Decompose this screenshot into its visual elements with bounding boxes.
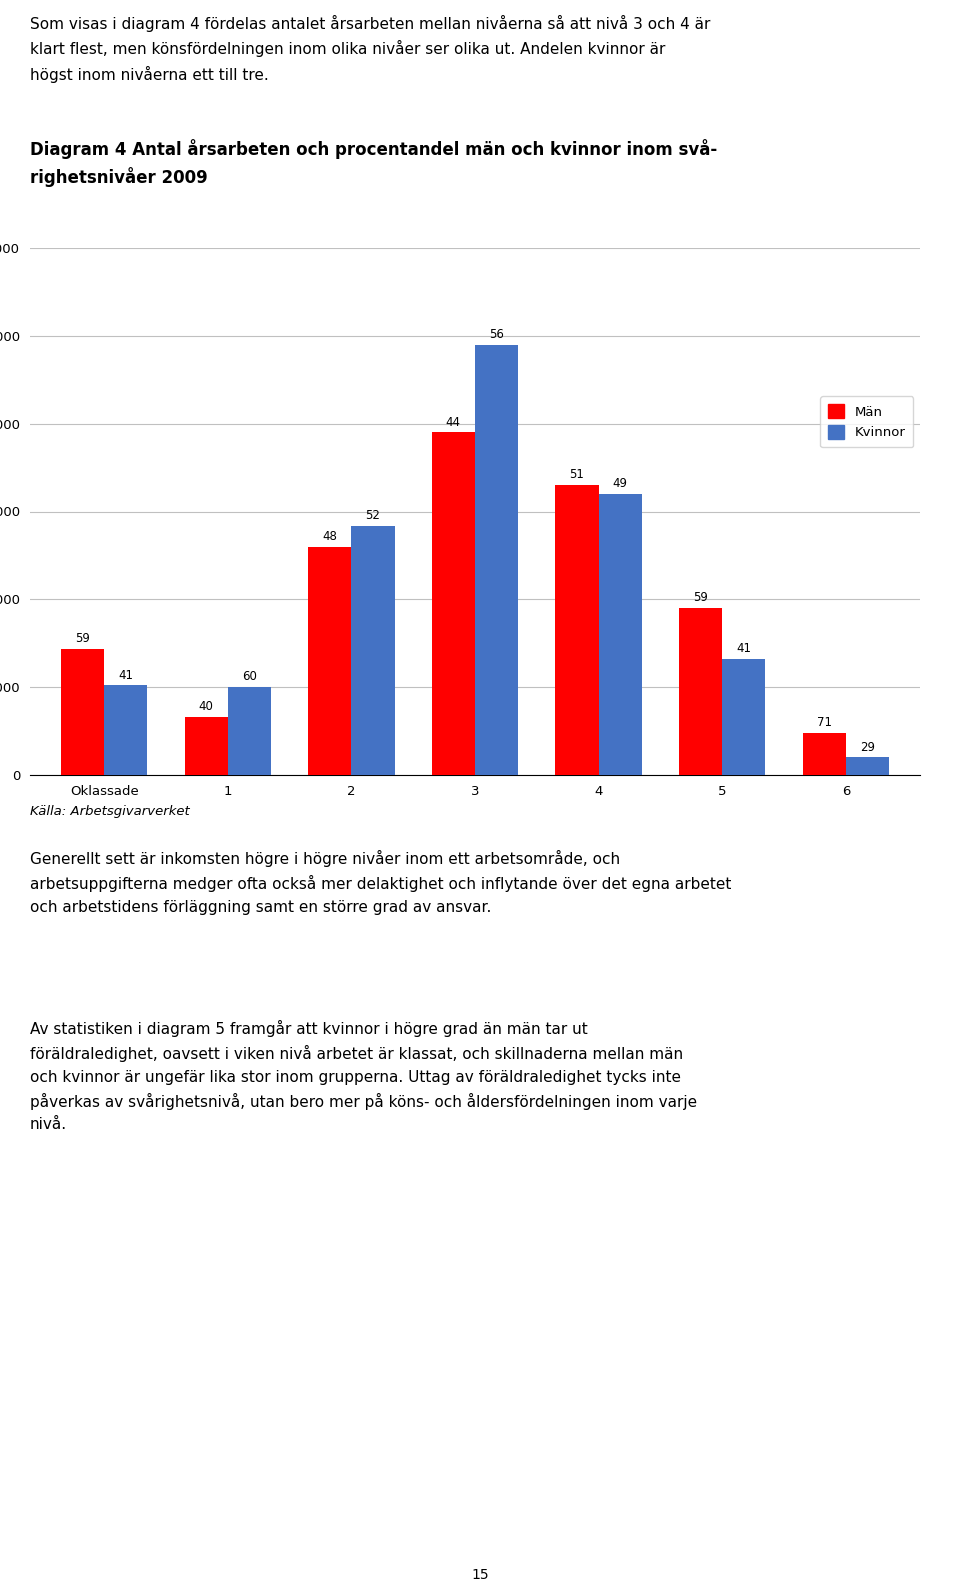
Text: righetsnivåer 2009: righetsnivåer 2009 — [30, 167, 207, 186]
Bar — [228, 687, 271, 776]
Bar — [679, 609, 722, 776]
Bar — [722, 660, 765, 776]
Text: 59: 59 — [693, 591, 708, 604]
Text: 40: 40 — [199, 701, 213, 714]
Text: 29: 29 — [860, 741, 875, 753]
Bar — [432, 432, 475, 776]
Bar — [184, 717, 228, 776]
Bar — [105, 685, 148, 776]
Text: 56: 56 — [490, 328, 504, 341]
Text: 41: 41 — [736, 642, 752, 655]
Text: 15: 15 — [471, 1568, 489, 1582]
Bar — [475, 344, 518, 776]
Text: Generellt sett är inkomsten högre i högre nivåer inom ett arbetsområde, och
arbe: Generellt sett är inkomsten högre i högr… — [30, 851, 732, 914]
Text: 41: 41 — [118, 669, 133, 682]
Bar — [803, 733, 846, 776]
Text: Av statistiken i diagram 5 framgår att kvinnor i högre grad än män tar ut
föräld: Av statistiken i diagram 5 framgår att k… — [30, 1020, 697, 1133]
Text: 49: 49 — [612, 476, 628, 491]
Text: 51: 51 — [569, 468, 585, 481]
Text: 60: 60 — [242, 671, 257, 683]
Text: 59: 59 — [75, 632, 90, 645]
Bar — [555, 486, 599, 776]
Legend: Män, Kvinnor: Män, Kvinnor — [820, 397, 913, 448]
Text: 71: 71 — [817, 715, 831, 730]
Bar — [599, 494, 642, 776]
Text: Källa: Arbetsgivarverket: Källa: Arbetsgivarverket — [30, 804, 190, 817]
Bar — [351, 526, 395, 776]
Text: 52: 52 — [366, 508, 380, 521]
Bar — [846, 757, 889, 776]
Bar — [308, 546, 351, 776]
Text: 44: 44 — [445, 416, 461, 429]
Text: Som visas i diagram 4 fördelas antalet årsarbeten mellan nivåerna så att nivå 3 : Som visas i diagram 4 fördelas antalet å… — [30, 14, 710, 83]
Text: 48: 48 — [323, 530, 337, 543]
Text: Diagram 4 Antal årsarbeten och procentandel män och kvinnor inom svå-: Diagram 4 Antal årsarbeten och procentan… — [30, 139, 717, 159]
Bar — [60, 648, 105, 776]
